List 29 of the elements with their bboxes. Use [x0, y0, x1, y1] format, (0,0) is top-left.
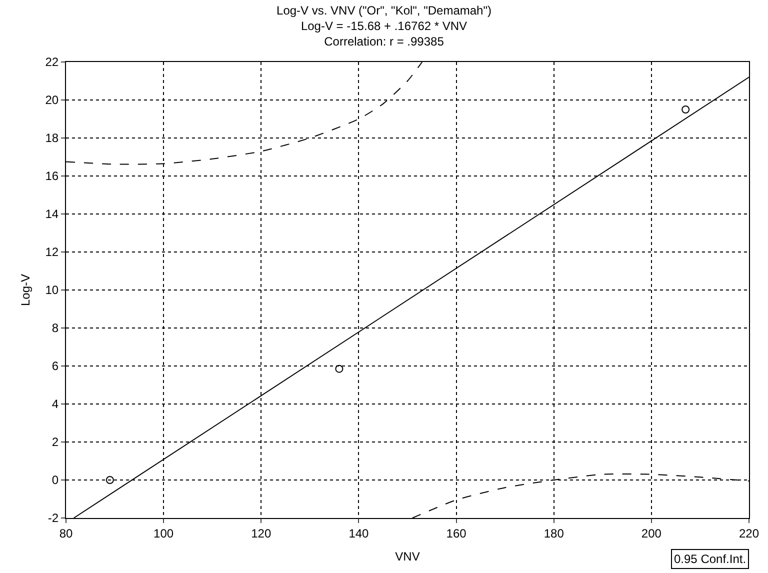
point	[682, 106, 690, 114]
point	[335, 364, 344, 373]
y-tick-label: 12	[45, 245, 59, 260]
x-axis-title: VNV	[395, 549, 420, 564]
x-tick-label: 200	[641, 526, 662, 540]
x-tick-label: 160	[446, 526, 467, 540]
y-tick-label: 6	[52, 359, 59, 374]
y-tick-label: 18	[45, 131, 59, 146]
x-tick-label: 180	[544, 526, 564, 540]
y-tick-label: 20	[45, 93, 59, 108]
x-tick-label: 220	[738, 526, 760, 540]
chart-title: Log-V vs. VNV ("Or", "Kol", "Demamah")	[276, 3, 492, 18]
y-tick-label: 22	[45, 55, 59, 70]
y-axis-title: Log-V	[18, 274, 33, 306]
y-tick-label: -2	[48, 511, 59, 526]
y-tick-label: 4	[52, 397, 59, 412]
y-tick-label: 10	[45, 283, 59, 298]
y-tick-label: 8	[52, 321, 59, 336]
point	[106, 476, 114, 484]
y-tick-label: 2	[52, 435, 59, 450]
x-tick-label: 140	[348, 526, 370, 540]
x-tick-label: 80	[59, 526, 73, 540]
y-tick-label: 0	[52, 473, 59, 488]
text: 0.95 Conf.Int.	[674, 552, 746, 566]
x-tick-label: 120	[251, 526, 272, 540]
chart-subtitle: Log-V = -15.68 + .16762 * VNV Correlation: r = .99385	[300, 18, 468, 49]
y-tick-label: 14	[45, 207, 59, 222]
y-tick-label: 16	[45, 169, 59, 184]
x-tick-label: 100	[154, 526, 174, 540]
